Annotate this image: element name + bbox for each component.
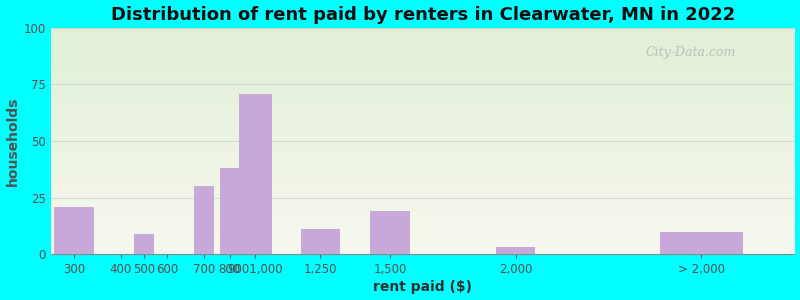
Bar — [194, 186, 214, 254]
Y-axis label: households: households — [6, 96, 19, 186]
Bar — [134, 234, 154, 254]
Bar — [370, 211, 410, 254]
Bar — [496, 248, 535, 254]
Bar — [301, 230, 340, 254]
Bar — [220, 168, 239, 254]
Title: Distribution of rent paid by renters in Clearwater, MN in 2022: Distribution of rent paid by renters in … — [110, 6, 734, 24]
Bar — [239, 94, 271, 254]
Bar — [660, 232, 743, 254]
X-axis label: rent paid ($): rent paid ($) — [373, 280, 472, 294]
Text: City-Data.com: City-Data.com — [646, 46, 736, 59]
Bar — [54, 207, 94, 254]
